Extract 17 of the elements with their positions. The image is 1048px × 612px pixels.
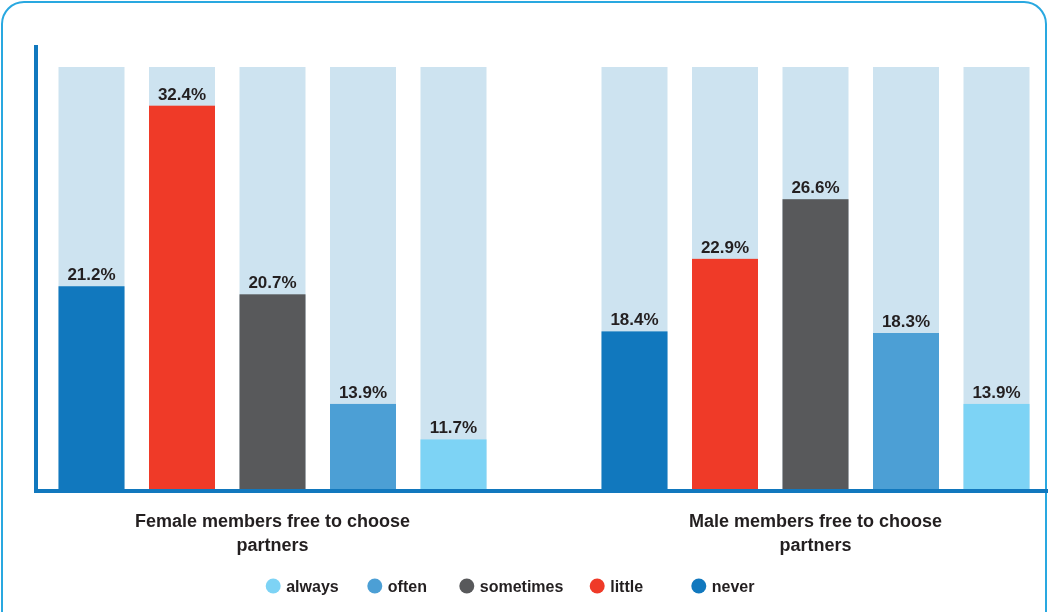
data-label: 13.9% (338, 382, 388, 402)
legend-label: always (286, 578, 339, 595)
legend-label: often (387, 578, 427, 595)
legend-label: never (711, 578, 755, 595)
data-label: 26.6% (791, 178, 840, 198)
data-label: 22.9% (700, 237, 750, 257)
legend-label: little (610, 578, 644, 595)
x-tick-label: Female members free to choose partners (134, 511, 411, 555)
data-label: 21.2% (67, 265, 116, 285)
legend-label: sometimes (479, 578, 564, 595)
data-label: 32.4% (157, 84, 207, 104)
data-label: 18.4% (610, 310, 659, 330)
data-label: 13.9% (972, 382, 1021, 402)
data-label: 18.3% (881, 312, 931, 332)
data-label: 11.7% (429, 418, 478, 438)
data-label: 20.7% (248, 273, 297, 293)
x-tick-label: Male members free to choose partners (688, 511, 943, 555)
